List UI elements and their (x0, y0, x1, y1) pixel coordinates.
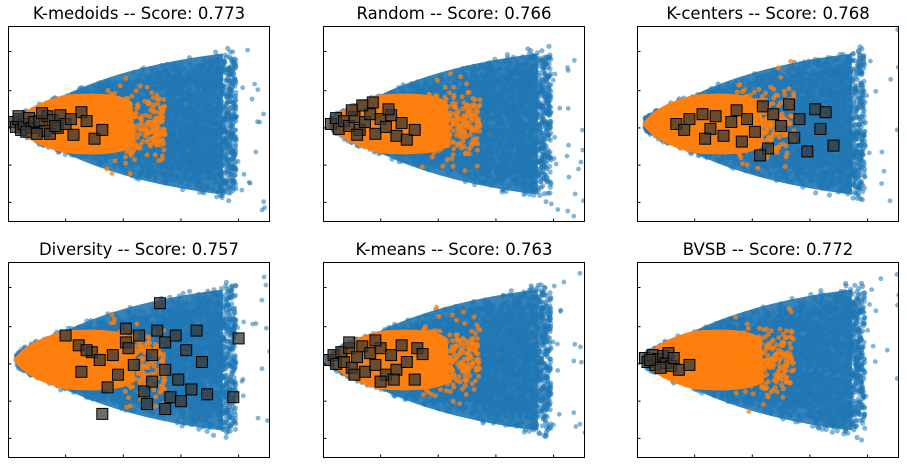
selected-sample-marker (417, 349, 428, 360)
selected-sample-marker (134, 330, 145, 341)
selected-sample-marker (375, 376, 386, 387)
selected-sample-marker (370, 335, 381, 346)
selected-sample-marker (147, 350, 158, 361)
subplot-title: Diversity -- Score: 0.757 (39, 240, 239, 259)
selected-sample-marker (655, 362, 666, 373)
selected-sample-marker (94, 355, 105, 366)
selected-sample-marker (365, 348, 376, 359)
selected-sample-marker (380, 121, 391, 132)
selected-sample-marker (170, 330, 181, 341)
selected-sample-marker (684, 359, 695, 370)
selected-sample-marker (776, 121, 787, 132)
selected-sample-marker (391, 130, 402, 141)
selected-sample-marker (160, 364, 171, 375)
selected-sample-marker (107, 350, 118, 361)
selected-sample-marker (123, 343, 134, 354)
subplot-title: BVSB -- Score: 0.772 (683, 240, 854, 259)
selected-sample-marker (181, 345, 192, 356)
selected-sample-marker (794, 114, 805, 125)
selected-sample-marker (742, 114, 753, 125)
selected-sample-marker (700, 133, 711, 144)
selected-sample-marker (367, 97, 378, 108)
selected-sample-marker (802, 146, 813, 157)
selected-sample-marker (645, 355, 656, 366)
selected-sample-marker (202, 389, 213, 400)
selected-sample-marker (757, 101, 768, 112)
selected-sample-marker (147, 376, 158, 387)
selected-sample-marker (344, 337, 355, 348)
selected-sample-marker (97, 408, 108, 419)
selected-sample-marker (13, 111, 24, 122)
selected-sample-marker (196, 357, 207, 368)
selected-sample-marker (388, 374, 399, 385)
selected-sample-marker (65, 114, 76, 125)
selected-sample-marker (828, 140, 839, 151)
selected-sample-marker (191, 325, 202, 336)
selected-sample-marker (128, 359, 139, 370)
selected-sample-marker (697, 109, 708, 120)
selected-sample-marker (409, 374, 420, 385)
selected-sample-marker (396, 340, 407, 351)
subplot-title: K-medoids -- Score: 0.773 (33, 4, 245, 23)
selected-sample-marker (736, 136, 747, 147)
selected-sample-marker (820, 107, 831, 118)
selected-sample-marker (120, 323, 131, 334)
selected-sample-marker (165, 392, 176, 403)
selected-sample-marker (152, 325, 163, 336)
selected-sample-marker (97, 124, 108, 135)
selected-sample-marker (186, 384, 197, 395)
selected-sample-marker (60, 330, 71, 341)
selected-sample-marker (81, 345, 92, 356)
selected-sample-marker (396, 118, 407, 129)
selected-sample-marker (726, 117, 737, 128)
selected-sample-marker (370, 359, 381, 370)
selected-sample-marker (383, 104, 394, 115)
selected-sample-marker (784, 99, 795, 110)
selected-sample-marker (684, 114, 695, 125)
selected-sample-marker (76, 366, 87, 377)
selected-sample-marker (68, 129, 79, 140)
subplot-title: K-means -- Score: 0.763 (355, 240, 552, 259)
selected-sample-marker (31, 128, 42, 139)
selected-sample-marker (228, 392, 239, 403)
selected-sample-marker (160, 404, 171, 415)
selected-sample-marker (102, 382, 113, 393)
selected-sample-marker (409, 124, 420, 135)
subplot-title: K-centers -- Score: 0.768 (666, 4, 869, 23)
selected-sample-marker (386, 350, 397, 361)
selected-sample-marker (352, 352, 363, 363)
selected-sample-marker (357, 100, 368, 111)
selected-sample-marker (175, 396, 186, 407)
selected-sample-marker (352, 129, 363, 140)
selected-sample-marker (113, 369, 124, 380)
selected-sample-marker (370, 128, 381, 139)
selected-sample-marker (50, 121, 61, 132)
selected-sample-marker (155, 298, 166, 309)
selected-sample-marker (749, 126, 760, 137)
selected-sample-marker (710, 111, 721, 122)
subplot-title: Random -- Score: 0.766 (357, 4, 552, 23)
selected-sample-marker (673, 364, 684, 375)
selected-sample-marker (401, 357, 412, 368)
selected-sample-marker (815, 123, 826, 134)
selected-sample-marker (731, 105, 742, 116)
selected-sample-marker (141, 399, 152, 410)
selected-sample-marker (668, 353, 679, 364)
selected-sample-marker (173, 374, 184, 385)
selected-sample-marker (679, 124, 690, 135)
selected-sample-marker (160, 337, 171, 348)
selected-sample-marker (37, 108, 48, 119)
selected-sample-marker (233, 333, 244, 344)
selected-sample-marker (718, 130, 729, 141)
selected-sample-marker (346, 105, 357, 116)
selected-sample-marker (768, 109, 779, 120)
selected-sample-marker (810, 104, 821, 115)
selected-sample-marker (81, 116, 92, 127)
selected-sample-marker (349, 369, 360, 380)
selected-sample-marker (359, 366, 370, 377)
selected-sample-marker (21, 126, 32, 137)
selected-sample-marker (755, 150, 766, 161)
selected-sample-marker (789, 132, 800, 143)
